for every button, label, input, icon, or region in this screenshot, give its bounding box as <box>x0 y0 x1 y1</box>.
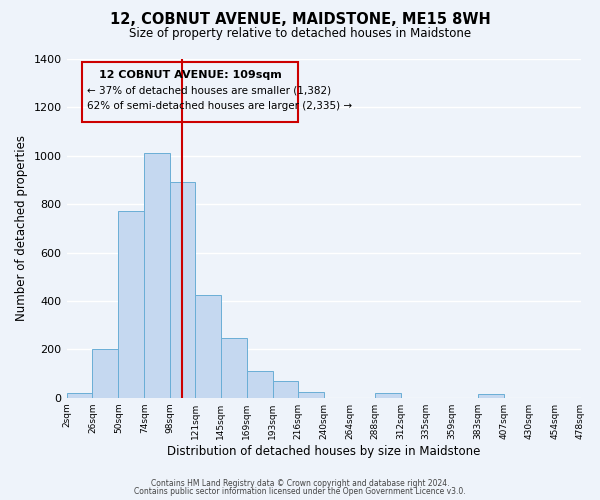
Y-axis label: Number of detached properties: Number of detached properties <box>15 136 28 322</box>
Bar <box>273 381 298 398</box>
Bar <box>144 154 170 398</box>
Bar <box>195 295 221 398</box>
Bar <box>118 212 144 398</box>
Bar <box>92 350 118 398</box>
Bar <box>67 393 92 398</box>
Text: Contains HM Land Registry data © Crown copyright and database right 2024.: Contains HM Land Registry data © Crown c… <box>151 478 449 488</box>
Bar <box>221 338 247 398</box>
Bar <box>298 392 323 398</box>
Text: 12 COBNUT AVENUE: 109sqm: 12 COBNUT AVENUE: 109sqm <box>98 70 281 80</box>
Bar <box>376 393 401 398</box>
Text: ← 37% of detached houses are smaller (1,382): ← 37% of detached houses are smaller (1,… <box>87 86 331 96</box>
X-axis label: Distribution of detached houses by size in Maidstone: Distribution of detached houses by size … <box>167 444 480 458</box>
Text: 12, COBNUT AVENUE, MAIDSTONE, ME15 8WH: 12, COBNUT AVENUE, MAIDSTONE, ME15 8WH <box>110 12 490 28</box>
Bar <box>170 182 195 398</box>
Text: Size of property relative to detached houses in Maidstone: Size of property relative to detached ho… <box>129 28 471 40</box>
Bar <box>247 371 273 398</box>
Bar <box>478 394 504 398</box>
Text: 62% of semi-detached houses are larger (2,335) →: 62% of semi-detached houses are larger (… <box>87 102 352 112</box>
Text: Contains public sector information licensed under the Open Government Licence v3: Contains public sector information licen… <box>134 487 466 496</box>
